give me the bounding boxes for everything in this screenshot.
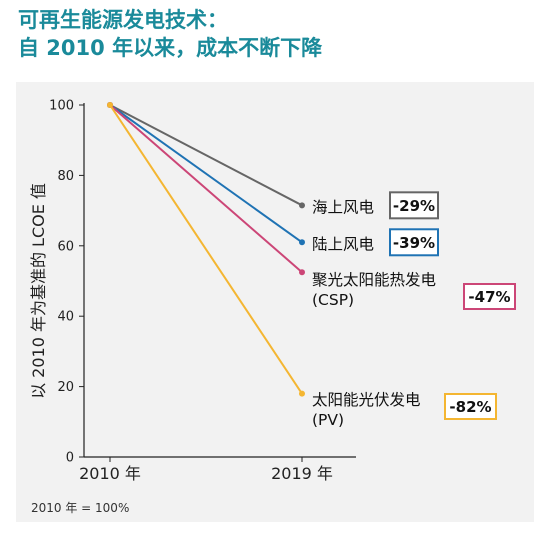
series-line-2 (109, 104, 303, 273)
series-label-2: 聚光太阳能热发电 (312, 271, 436, 289)
series-change-label-2: -47% (468, 288, 510, 306)
series-label-3: 太阳能光伏发电 (312, 391, 421, 409)
series-change-box-1 (389, 228, 439, 257)
series-label-line2-2: (CSP) (312, 291, 354, 309)
chart-series-labels: 海上风电 -29% 陆上风电 -39% 聚光太阳能热发电 (CSP) -47% 太阳能光伏发电… (312, 191, 516, 429)
series-point-start-3 (107, 102, 113, 108)
series-label-line2-3: (PV) (312, 411, 344, 429)
y-tick-label-40: 40 (57, 310, 74, 325)
y-tick-label-0: 0 (66, 451, 74, 466)
series-label-0: 海上风电 (312, 198, 374, 216)
series-point-end-2 (299, 269, 305, 276)
series-change-label-1: -39% (393, 234, 435, 252)
series-line-0 (109, 104, 303, 207)
series-change-label-0: -29% (393, 197, 435, 215)
series-change-box-0 (389, 191, 439, 220)
series-point-end-0 (299, 202, 305, 209)
y-tick-label-80: 80 (57, 169, 74, 184)
page-title: 可再生能源发电技术： 自 2010 年以来，成本不断下降 (18, 6, 322, 62)
y-tick-label-60: 60 (57, 239, 74, 254)
x-tick-label-0: 2010 年 (79, 464, 141, 483)
y-tick-label-100: 100 (49, 99, 74, 114)
series-point-end-3 (299, 390, 305, 397)
chart-panel (16, 82, 534, 522)
series-change-label-3: -82% (449, 398, 491, 416)
series-label-1: 陆上风电 (312, 235, 374, 253)
y-axis-title: 以 2010 年为基准的 LCOE 值 (29, 183, 48, 399)
series-line-3 (109, 104, 303, 395)
x-tick-label-1: 2019 年 (271, 464, 333, 483)
chart-axes: 0 20 40 60 80 100 2010 年 2019 年 以 2010 年为基准的 LCO… (29, 99, 356, 483)
y-tick-label-20: 20 (57, 380, 74, 395)
series-change-box-3 (444, 393, 497, 420)
title-line-1: 可再生能源发电技术： (18, 8, 228, 32)
series-change-box-2 (463, 283, 516, 310)
chart-series (107, 102, 305, 397)
series-line-1 (109, 104, 303, 244)
title-line-2: 自 2010 年以来，成本不断下降 (18, 36, 323, 60)
series-point-end-1 (299, 239, 305, 246)
footnote: 2010 年 = 100% (31, 501, 130, 515)
